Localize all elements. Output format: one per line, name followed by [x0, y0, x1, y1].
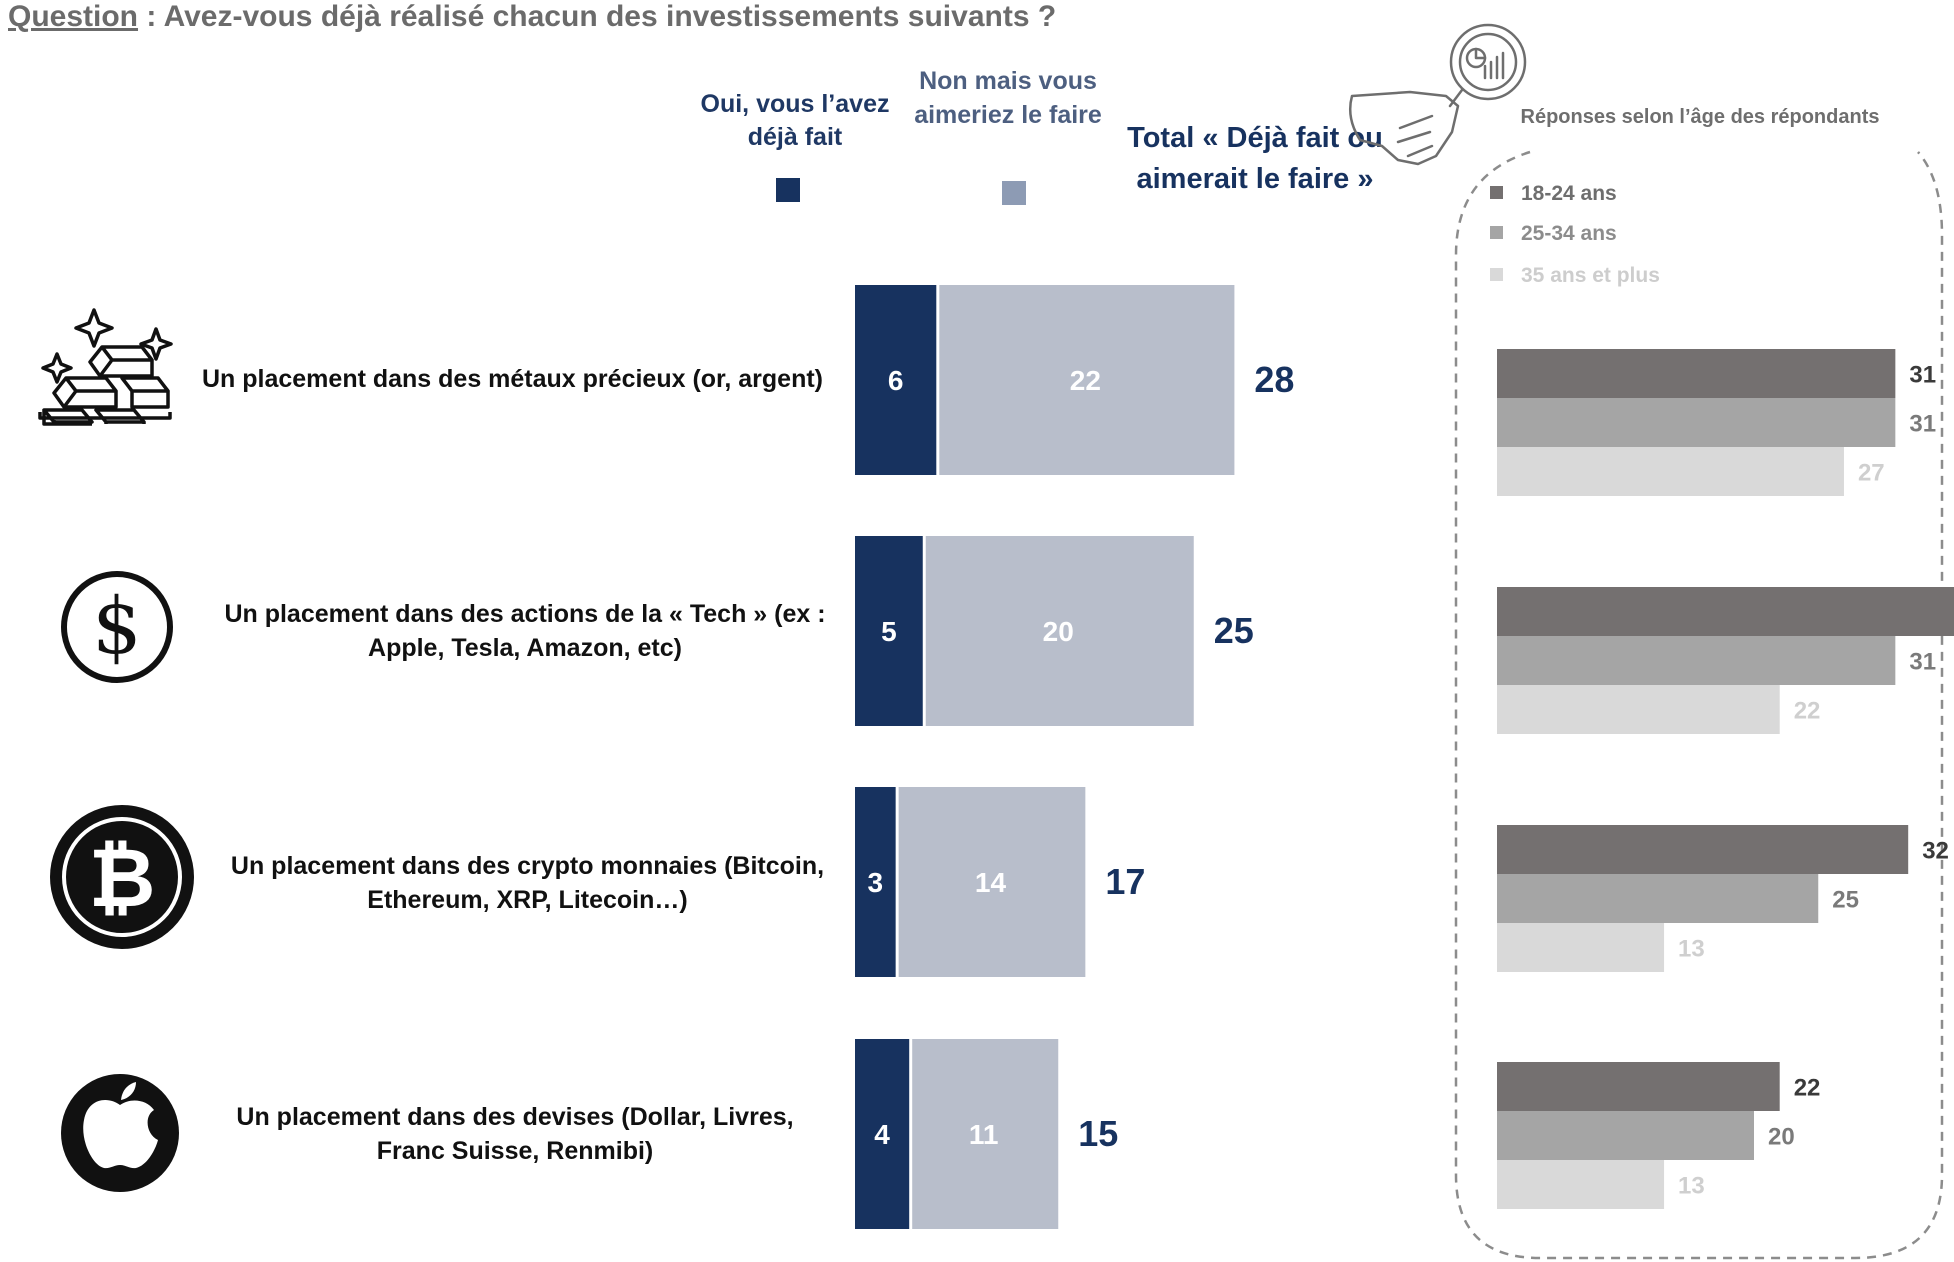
question-prefix: Question	[8, 0, 139, 33]
age-legend-18-24-swatch	[1490, 186, 1503, 199]
age-label-35-plus-2: 13	[1678, 936, 1705, 963]
age-legend-35-plus: 35 ans et plus	[1490, 264, 1660, 288]
gold-bars-icon	[38, 308, 173, 426]
age-bar-18-24-3	[1497, 1062, 1780, 1111]
label-aimerait-3: 11	[969, 1119, 999, 1150]
age-label-25-34-2: 25	[1832, 887, 1859, 914]
bar-aimerait-0	[939, 285, 1235, 475]
svg-text:₿: ₿	[89, 831, 156, 926]
bar-deja-fait-1	[855, 536, 923, 726]
age-bar-35-plus-0	[1497, 447, 1844, 496]
age-legend-25-34: 25-34 ans	[1490, 222, 1617, 246]
total-label-1: 25	[1214, 610, 1254, 651]
legend-aimerait-label: Non mais vous aimeriez le faire	[914, 67, 1102, 129]
legend-deja-fait-label: Oui, vous l’avez déjà fait	[700, 90, 890, 151]
age-bar-35-plus-2	[1497, 923, 1665, 972]
svg-text:$: $	[92, 582, 142, 672]
age-label-35-plus-0: 27	[1858, 460, 1885, 487]
age-bar-18-24-0	[1497, 349, 1896, 398]
label-aimerait-0: 22	[1070, 365, 1101, 396]
magnifier-hand-icon	[1349, 23, 1527, 166]
age-label-25-34-3: 20	[1768, 1124, 1795, 1151]
age-legend-25-34-swatch	[1490, 226, 1503, 239]
age-panel-border	[1454, 150, 1944, 1260]
category-label-metaux: Un placement dans des métaux précieux (o…	[201, 365, 824, 393]
age-label-18-24-3: 22	[1794, 1075, 1821, 1102]
age-bar-25-34-1	[1497, 636, 1896, 685]
age-legend-25-34-label: 25-34 ans	[1521, 222, 1617, 245]
bar-deja-fait-2	[855, 787, 896, 977]
age-label-18-24-0: 31	[1909, 362, 1936, 389]
bar-deja-fait-0	[855, 285, 937, 475]
label-aimerait-1: 20	[1043, 616, 1074, 647]
age-legend-35-plus-swatch	[1490, 268, 1503, 281]
bar-aimerait-2	[898, 787, 1086, 977]
question-text: : Avez-vous déjà réalisé chacun des inve…	[138, 0, 1057, 33]
bitcoin-icon: ₿	[50, 805, 194, 949]
main-bars-group: 6 22 28 5 20 25 3 14 17 4 11 15	[855, 285, 1294, 1229]
age-label-35-plus-1: 22	[1794, 698, 1821, 725]
label-aimerait-2: 14	[975, 867, 1007, 898]
label-deja-fait-2: 3	[868, 867, 884, 898]
legend-aimerait-swatch	[1002, 181, 1026, 205]
category-label-crypto: Un placement dans des crypto monnaies (B…	[230, 852, 825, 914]
legend-deja-fait-swatch	[776, 178, 800, 202]
age-bars-group: 313127383122322513222013	[1497, 349, 1954, 1209]
total-label-2: 17	[1105, 861, 1145, 902]
age-legend-35-plus-label: 35 ans et plus	[1521, 264, 1660, 287]
age-bar-25-34-3	[1497, 1111, 1754, 1160]
label-deja-fait-0: 6	[888, 365, 904, 396]
category-label-tech: Un placement dans des actions de la « Te…	[224, 600, 826, 662]
label-deja-fait-1: 5	[881, 616, 897, 647]
age-legend-18-24: 18-24 ans	[1490, 182, 1617, 206]
age-label-35-plus-3: 13	[1678, 1173, 1705, 1200]
total-label-3: 15	[1078, 1113, 1118, 1154]
category-label-devises: Un placement dans des devises (Dollar, L…	[236, 1103, 794, 1165]
bar-aimerait-3	[912, 1039, 1059, 1229]
age-panel-title: Réponses selon l’âge des répondants	[1520, 106, 1880, 128]
age-label-18-24-2: 32	[1922, 838, 1949, 865]
age-bar-25-34-0	[1497, 398, 1896, 447]
apple-icon	[61, 1074, 179, 1192]
age-bar-35-plus-3	[1497, 1160, 1665, 1209]
age-bar-18-24-2	[1497, 825, 1909, 874]
bar-deja-fait-3	[855, 1039, 910, 1229]
age-label-25-34-1: 31	[1909, 649, 1936, 676]
label-deja-fait-3: 4	[874, 1119, 890, 1150]
total-label-0: 28	[1254, 359, 1294, 400]
legend-total-label: Total « Déjà fait ou aimerait le faire »	[1127, 122, 1383, 195]
dollar-icon: $	[61, 571, 173, 683]
age-bar-18-24-1	[1497, 587, 1954, 636]
question-line: Question : Avez-vous déjà réalisé chacun…	[8, 0, 1056, 34]
age-legend-18-24-label: 18-24 ans	[1521, 182, 1617, 205]
age-label-25-34-0: 31	[1909, 411, 1936, 438]
age-bar-25-34-2	[1497, 874, 1819, 923]
bar-aimerait-1	[925, 536, 1194, 726]
age-bar-35-plus-1	[1497, 685, 1780, 734]
